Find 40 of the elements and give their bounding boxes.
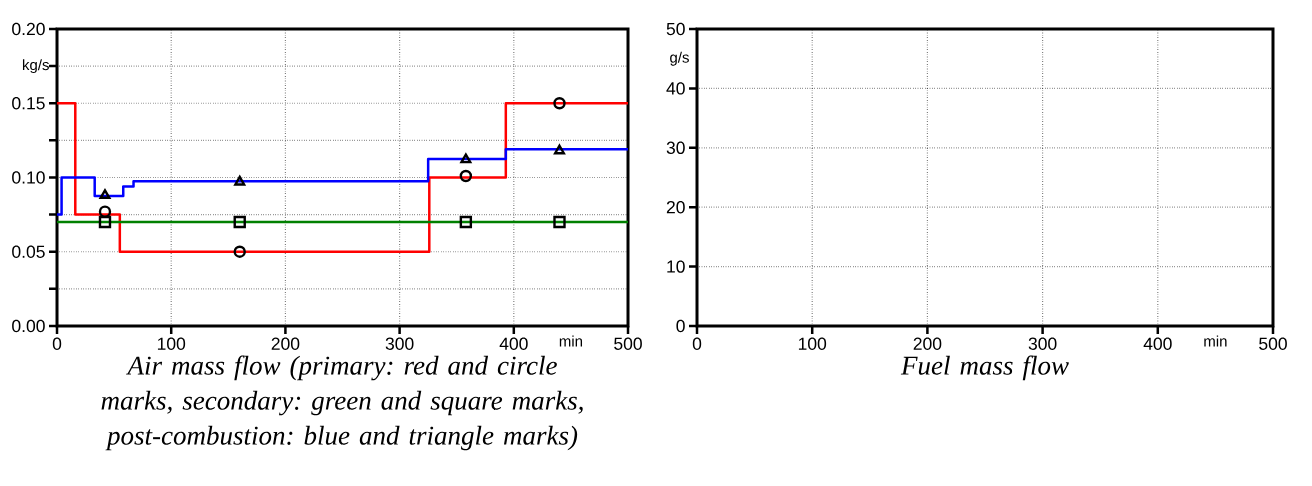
- x-axis-title: min: [559, 335, 583, 347]
- x-tick-label: 200: [913, 337, 942, 350]
- y-tick-label: 20: [666, 201, 685, 214]
- x-tick-label: 500: [1259, 337, 1287, 350]
- point: [459, 169, 473, 183]
- x-axis-title: min: [1204, 335, 1227, 347]
- point: [459, 215, 473, 229]
- y-tick-label: 0.00: [12, 319, 45, 333]
- x-tick-label: 200: [271, 337, 300, 350]
- y-tick-label: 40: [666, 82, 685, 95]
- text: Fuel mass flow: [900, 355, 1069, 381]
- y-tick-label: 10: [667, 260, 685, 273]
- point: [99, 189, 111, 200]
- point: [553, 215, 566, 229]
- x-tick-label: 0: [52, 337, 62, 350]
- y-tick-label: 0.05: [12, 245, 45, 258]
- y-tick-label: 0: [676, 319, 685, 333]
- point: [553, 144, 566, 155]
- y-axis-title: g/s: [670, 51, 689, 66]
- x-tick-label: 0: [692, 337, 702, 350]
- x-tick-label: 400: [499, 337, 528, 350]
- text: Air mass flow (primary: red and circle marks, secondary: green and square marks, post-combustion: blue and triangle marks): [101, 355, 583, 451]
- x-tick-label: 100: [157, 337, 186, 350]
- x-tick-label: 100: [798, 337, 827, 350]
- x-tick-label: 300: [1028, 337, 1057, 350]
- y-tick-label: 0.15: [12, 97, 45, 110]
- point: [553, 97, 566, 110]
- x-tick-label: 500: [614, 337, 642, 350]
- x-tick-label: 300: [385, 337, 414, 350]
- point: [233, 245, 246, 258]
- point: [234, 175, 246, 186]
- y-tick-label: 0.10: [12, 171, 45, 184]
- y-tick-label: 50: [666, 22, 685, 36]
- point: [460, 153, 472, 164]
- y-axis-title: kg/s: [22, 59, 49, 74]
- point: [98, 215, 112, 229]
- x-tick-label: 400: [1143, 337, 1172, 350]
- point: [233, 215, 246, 229]
- y-tick-label: 0.20: [12, 22, 45, 36]
- y-tick-label: 30: [666, 141, 685, 154]
